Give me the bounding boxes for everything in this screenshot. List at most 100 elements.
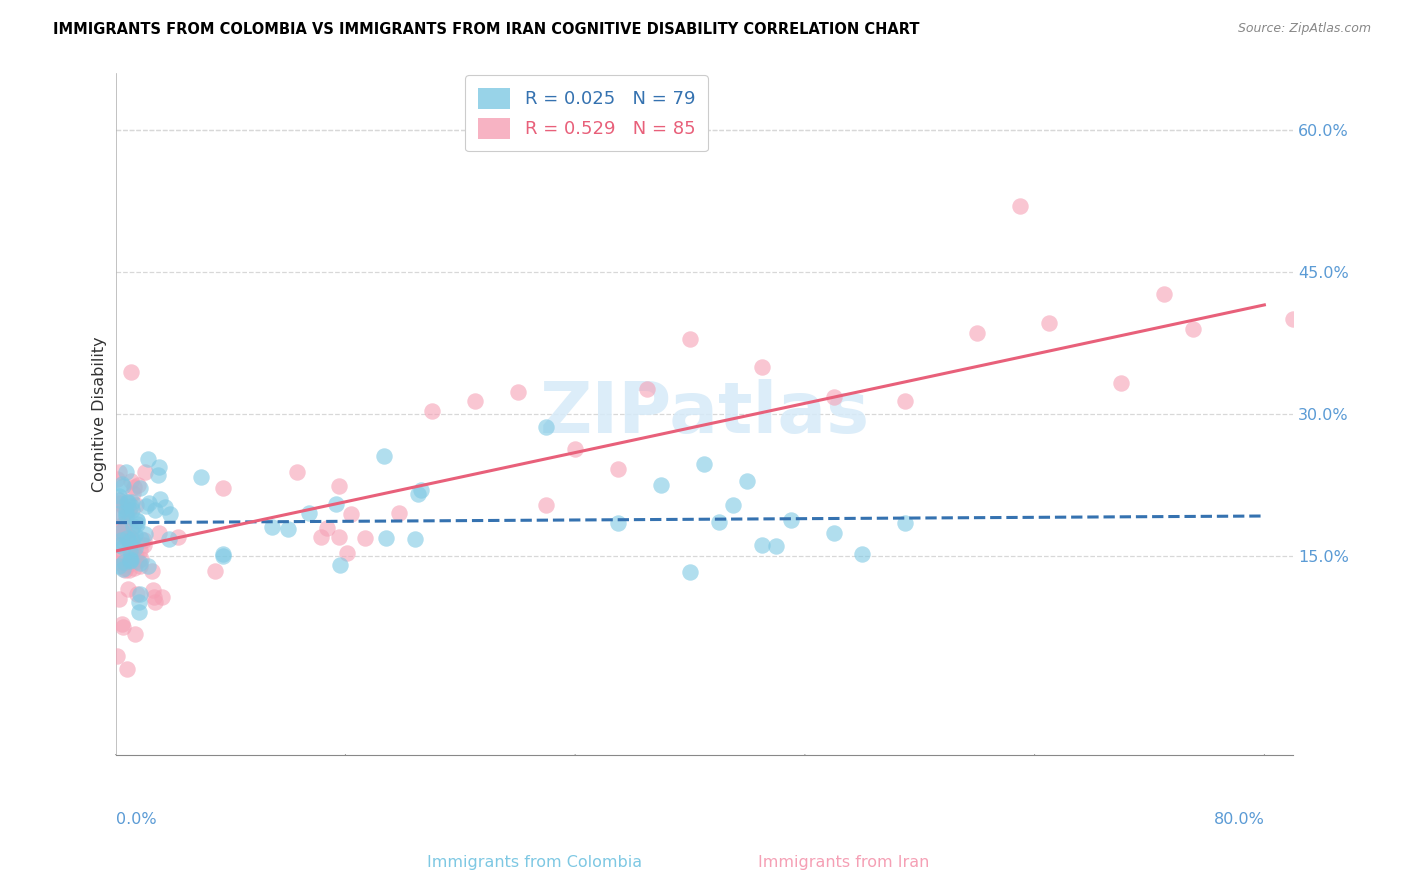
Point (111, 477, 134, 491)
Point (190, 469, 212, 483)
Text: IMMIGRANTS FROM COLOMBIA VS IMMIGRANTS FROM IRAN COGNITIVE DISABILITY CORRELATIO: IMMIGRANTS FROM COLOMBIA VS IMMIGRANTS F… (53, 22, 920, 37)
Point (117, 494, 139, 508)
Point (298, 506, 321, 520)
Point (112, 516, 135, 530)
Point (336, 546, 359, 560)
Point (111, 561, 134, 575)
Point (114, 564, 136, 578)
Point (150, 590, 173, 604)
Point (1109, 376, 1132, 391)
Point (721, 498, 744, 512)
Point (167, 530, 190, 544)
Point (328, 531, 350, 545)
Point (122, 561, 145, 575)
Point (1181, 321, 1204, 335)
Point (129, 532, 152, 546)
Point (650, 477, 672, 491)
Point (1010, 198, 1032, 212)
Point (112, 620, 135, 634)
Point (107, 555, 129, 569)
Point (737, 475, 759, 489)
Point (134, 465, 156, 479)
Point (894, 393, 917, 408)
Point (111, 551, 134, 566)
Point (115, 508, 138, 523)
Point (129, 587, 152, 601)
Point (111, 508, 134, 522)
Point (108, 492, 131, 507)
Point (117, 582, 139, 597)
Point (111, 526, 134, 541)
Point (404, 532, 426, 546)
Point (141, 564, 163, 578)
Point (121, 503, 143, 517)
Point (118, 552, 141, 566)
Point (693, 457, 716, 471)
Point (115, 507, 138, 521)
Point (536, 498, 558, 512)
Point (340, 507, 363, 521)
Point (111, 616, 134, 631)
Point (143, 502, 166, 516)
Point (564, 442, 586, 456)
Point (128, 605, 150, 619)
Point (607, 516, 630, 530)
Point (129, 542, 152, 557)
Point (122, 480, 145, 494)
Point (285, 465, 308, 479)
Point (105, 648, 128, 663)
Point (108, 525, 131, 540)
Point (148, 467, 170, 482)
Point (115, 531, 138, 545)
Point (420, 404, 443, 418)
Point (325, 497, 347, 511)
Point (851, 547, 873, 561)
Point (148, 525, 170, 540)
Point (112, 555, 135, 569)
Point (636, 382, 658, 396)
Point (108, 496, 131, 510)
Point (120, 556, 142, 570)
Point (105, 472, 128, 486)
Point (536, 420, 558, 434)
Point (132, 538, 155, 552)
Point (373, 449, 395, 463)
Point (506, 385, 529, 400)
Point (120, 475, 142, 489)
Point (112, 499, 135, 513)
Point (316, 521, 339, 535)
Point (115, 504, 138, 518)
Text: ZIPatlas: ZIPatlas (540, 379, 869, 449)
Point (138, 496, 160, 510)
Point (1282, 312, 1305, 326)
Point (128, 481, 150, 495)
Point (108, 466, 131, 480)
Point (125, 514, 148, 528)
Point (125, 498, 148, 512)
Point (115, 558, 138, 572)
Point (118, 533, 141, 548)
Point (110, 533, 132, 548)
Point (107, 547, 129, 561)
Point (607, 462, 630, 476)
Text: Source: ZipAtlas.com: Source: ZipAtlas.com (1237, 22, 1371, 36)
Point (120, 554, 142, 568)
Point (1153, 287, 1175, 301)
Point (117, 541, 139, 555)
Point (112, 517, 135, 532)
Point (751, 538, 773, 552)
Point (127, 587, 149, 601)
Point (153, 500, 176, 514)
Point (115, 662, 138, 676)
Point (894, 516, 917, 530)
Point (127, 477, 149, 491)
Point (966, 326, 988, 340)
Point (114, 561, 136, 575)
Point (148, 459, 170, 474)
Text: 0.0%: 0.0% (115, 813, 156, 828)
Point (328, 478, 350, 492)
Point (131, 552, 153, 566)
Point (118, 502, 141, 516)
Point (204, 565, 226, 579)
Point (108, 592, 131, 607)
